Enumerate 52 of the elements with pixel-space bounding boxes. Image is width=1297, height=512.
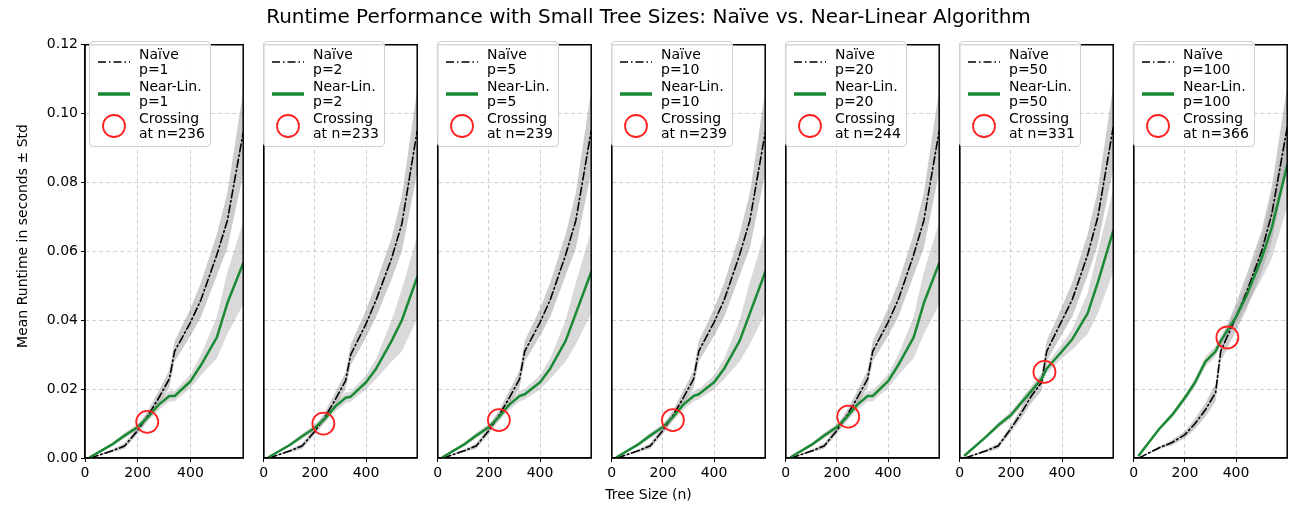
x-tick-label: 200	[475, 464, 503, 481]
x-tick-label: 0	[433, 464, 443, 481]
legend-label: Near-Lin. p=50	[1009, 78, 1072, 109]
x-axis-title: Tree Size (n)	[604, 486, 693, 502]
x-tick-label: 400	[177, 464, 204, 481]
x-tick-label: 0	[781, 464, 791, 481]
legend-label: Crossing at n=239	[487, 110, 553, 141]
x-tick-label: 400	[1048, 464, 1076, 481]
legend-label: Naïve p=5	[487, 46, 527, 77]
y-tick-label: 0.12	[46, 35, 78, 52]
legend-label: Near-Lin. p=1	[139, 78, 202, 109]
legend-label: Near-Lin. p=10	[661, 78, 724, 109]
legend-label: Naïve p=20	[835, 46, 875, 77]
y-tick-label: 0.06	[46, 242, 79, 259]
legend-label: Naïve p=100	[1183, 46, 1231, 77]
x-tick-label: 0	[259, 464, 269, 481]
x-tick-label: 400	[352, 464, 380, 481]
x-tick-label: 0	[80, 464, 90, 481]
legend-label: Crossing at n=366	[1183, 110, 1249, 141]
legend-label: Naïve p=2	[313, 46, 353, 77]
legend-label: Naïve p=10	[661, 46, 701, 77]
x-tick-label: 400	[1222, 464, 1250, 481]
y-tick-label: 0.00	[46, 448, 78, 465]
x-tick-label: 400	[700, 464, 728, 481]
legend-label: Near-Lin. p=2	[313, 78, 376, 109]
legend-label: Crossing at n=236	[139, 110, 205, 141]
x-tick-label: 0	[607, 464, 617, 481]
x-tick-label: 200	[301, 464, 329, 481]
y-tick-label: 0.08	[46, 173, 78, 190]
y-tick-label: 0.10	[46, 104, 78, 121]
legend-label: Crossing at n=239	[661, 110, 727, 141]
y-axis-title: Mean Runtime in seconds ± Std	[14, 124, 30, 348]
legend-label: Naïve p=50	[1009, 46, 1049, 77]
x-tick-label: 200	[1171, 464, 1199, 481]
x-tick-label: 0	[1129, 464, 1139, 481]
legend-label: Near-Lin. p=5	[487, 78, 550, 109]
x-tick-label: 200	[124, 464, 152, 481]
x-tick-label: 400	[874, 464, 902, 481]
legend-label: Naïve p=1	[139, 46, 179, 77]
chart-title: Runtime Performance with Small Tree Sizes: Naïve vs. Near-Linear Algorithm	[265, 4, 1032, 28]
legend-label: Crossing at n=233	[313, 110, 379, 141]
legend-label: Crossing at n=244	[835, 110, 901, 141]
x-tick-label: 0	[955, 464, 965, 481]
x-tick-label: 200	[997, 464, 1025, 481]
y-tick-label: 0.04	[46, 310, 79, 327]
y-tick-label: 0.02	[46, 379, 78, 396]
x-tick-label: 400	[526, 464, 554, 481]
x-tick-label: 200	[823, 464, 851, 481]
legend-label: Near-Lin. p=100	[1183, 78, 1246, 109]
legend-label: Crossing at n=331	[1009, 110, 1075, 141]
legend-label: Near-Lin. p=20	[835, 78, 898, 109]
x-tick-label: 200	[649, 464, 677, 481]
